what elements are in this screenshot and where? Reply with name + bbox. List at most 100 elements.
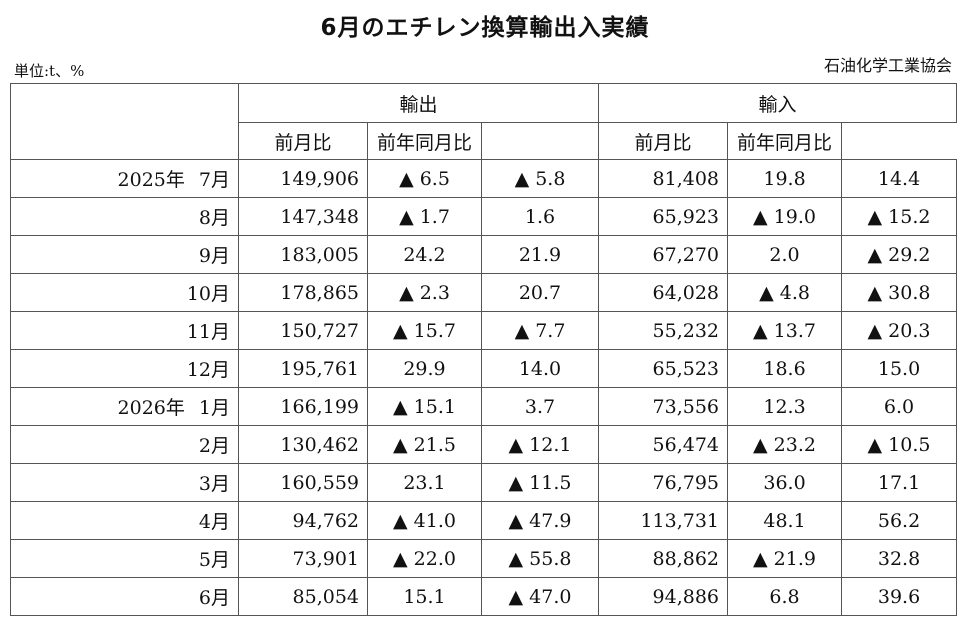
table-row: 2月 130,462 ▲ 21.5 ▲ 12.1 56,474 ▲ 23.2 ▲ 10.5 — [10, 425, 958, 464]
import-value-cell: 64,028 — [598, 273, 729, 312]
import-yoy-cell: ▲ 29.2 — [841, 235, 958, 274]
export-yoy-cell: ▲ 55.8 — [480, 539, 600, 578]
import-value-cell: 76,795 — [598, 463, 729, 502]
import-mom-cell: ▲ 19.0 — [727, 197, 843, 236]
export-mom-cell: 15.1 — [367, 577, 482, 616]
month-label: 9月 — [198, 245, 230, 267]
import-mom-cell: ▲ 4.8 — [727, 273, 843, 312]
import-mom-cell: ▲ 13.7 — [727, 311, 843, 350]
export-mom-cell: ▲ 21.5 — [367, 425, 482, 464]
period-cell: 11月 — [10, 311, 239, 350]
import-value-cell: 65,523 — [598, 349, 729, 388]
period-cell: 6月 — [10, 577, 239, 616]
import-value-cell: 65,923 — [598, 197, 729, 236]
export-value-cell: 130,462 — [238, 425, 368, 464]
table-row: 3月 160,559 23.1 ▲ 11.5 76,795 36.0 17.1 — [10, 463, 958, 502]
table-row: 9月 183,005 24.2 21.9 67,270 2.0 ▲ 29.2 — [10, 235, 958, 274]
import-mom-cell: ▲ 21.9 — [727, 539, 843, 578]
import-yoy-cell: ▲ 20.3 — [841, 311, 958, 350]
month-label: 12月 — [186, 359, 230, 381]
month-label: 4月 — [198, 511, 230, 533]
table-row: 5月 73,901 ▲ 22.0 ▲ 55.8 88,862 ▲ 21.9 32.8 — [10, 539, 958, 578]
export-mom-cell: ▲ 15.1 — [367, 387, 482, 426]
month-label: 6月 — [198, 587, 230, 609]
export-mom-cell: ▲ 22.0 — [367, 539, 482, 578]
export-yoy-cell: 1.6 — [480, 197, 600, 236]
export-yoy-cell: ▲ 5.8 — [480, 159, 600, 198]
month-label: 1月 — [198, 397, 230, 419]
source-label: 石油化学工業協会 — [823, 56, 952, 75]
header-export-yoy: 前年同月比 — [367, 122, 482, 160]
import-yoy-cell: 56.2 — [841, 501, 958, 540]
export-yoy-cell: ▲ 47.9 — [480, 501, 600, 540]
import-yoy-cell: ▲ 15.2 — [841, 197, 958, 236]
period-cell: 2026年 1月 — [10, 387, 239, 426]
import-mom-cell: 2.0 — [727, 235, 843, 274]
export-value-cell: 85,054 — [238, 577, 368, 616]
header-row-sub: 前月比 前年同月比 前月比 前年同月比 — [11, 122, 957, 160]
export-mom-cell: ▲ 6.5 — [367, 159, 482, 198]
import-value-cell: 73,556 — [598, 387, 729, 426]
export-yoy-cell: 3.7 — [480, 387, 600, 426]
import-yoy-cell: 32.8 — [841, 539, 958, 578]
export-yoy-cell: 20.7 — [480, 273, 600, 312]
month-label: 11月 — [186, 321, 230, 343]
export-value-cell: 94,762 — [238, 501, 368, 540]
export-yoy-cell: ▲ 7.7 — [480, 311, 600, 350]
import-value-cell: 55,232 — [598, 311, 729, 350]
import-value-cell: 67,270 — [598, 235, 729, 274]
import-mom-cell: 18.6 — [727, 349, 843, 388]
import-mom-cell: ▲ 23.2 — [727, 425, 843, 464]
month-label: 8月 — [198, 207, 230, 229]
month-label: 7月 — [198, 169, 230, 191]
month-label: 10月 — [186, 283, 230, 305]
export-yoy-cell: ▲ 11.5 — [480, 463, 600, 502]
export-yoy-cell: ▲ 47.0 — [480, 577, 600, 616]
period-cell: 12月 — [10, 349, 239, 388]
header-import: 輸入 — [598, 83, 958, 123]
import-mom-cell: 48.1 — [727, 501, 843, 540]
import-yoy-cell: ▲ 10.5 — [841, 425, 958, 464]
export-value-cell: 147,348 — [238, 197, 368, 236]
table-row: 12月 195,761 29.9 14.0 65,523 18.6 15.0 — [10, 349, 958, 388]
import-yoy-cell: 15.0 — [841, 349, 958, 388]
export-mom-cell: 29.9 — [367, 349, 482, 388]
import-value-cell: 81,408 — [598, 159, 729, 198]
header-import-mom: 前月比 — [598, 122, 729, 160]
header-import-yoy: 前年同月比 — [727, 122, 843, 160]
table-row: 8月 147,348 ▲ 1.7 1.6 65,923 ▲ 19.0 ▲ 15.2 — [10, 197, 958, 236]
month-label: 2月 — [198, 435, 230, 457]
year-label: 2026年 — [117, 397, 185, 419]
import-yoy-cell: 39.6 — [841, 577, 958, 616]
page-title: 6月のエチレン換算輸出入実績 — [320, 15, 650, 41]
header-export-mom: 前月比 — [238, 122, 368, 160]
export-yoy-cell: 14.0 — [480, 349, 600, 388]
export-mom-cell: ▲ 41.0 — [367, 501, 482, 540]
import-value-cell: 56,474 — [598, 425, 729, 464]
header-export: 輸出 — [237, 83, 600, 123]
import-yoy-cell: 14.4 — [841, 159, 958, 198]
table-row: 2026年 1月 166,199 ▲ 15.1 3.7 73,556 12.3 6.0 — [10, 387, 958, 426]
export-value-cell: 73,901 — [238, 539, 368, 578]
import-value-cell: 94,886 — [598, 577, 729, 616]
table-row: 4月 94,762 ▲ 41.0 ▲ 47.9 113,731 48.1 56.2 — [10, 501, 958, 540]
import-mom-cell: 36.0 — [727, 463, 843, 502]
export-value-cell: 166,199 — [238, 387, 368, 426]
export-mom-cell: 23.1 — [367, 463, 482, 502]
export-yoy-cell: 21.9 — [480, 235, 600, 274]
import-mom-cell: 19.8 — [727, 159, 843, 198]
table-row: 10月 178,865 ▲ 2.3 20.7 64,028 ▲ 4.8 ▲ 30.8 — [10, 273, 958, 312]
export-mom-cell: 24.2 — [367, 235, 482, 274]
export-mom-cell: ▲ 1.7 — [367, 197, 482, 236]
export-value-cell: 178,865 — [238, 273, 368, 312]
period-cell: 5月 — [10, 539, 239, 578]
export-value-cell: 150,727 — [238, 311, 368, 350]
export-mom-cell: ▲ 15.7 — [367, 311, 482, 350]
import-value-cell: 88,862 — [598, 539, 729, 578]
import-value-cell: 113,731 — [598, 501, 729, 540]
export-yoy-cell: ▲ 12.1 — [480, 425, 600, 464]
month-label: 3月 — [198, 473, 230, 495]
import-yoy-cell: ▲ 30.8 — [841, 273, 958, 312]
import-yoy-cell: 6.0 — [841, 387, 958, 426]
period-cell: 3月 — [10, 463, 239, 502]
